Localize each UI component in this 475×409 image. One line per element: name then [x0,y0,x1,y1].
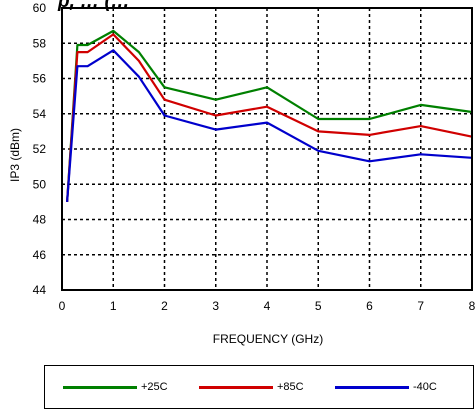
y-tick-label: 56 [33,72,47,86]
legend-label: +25C [141,381,168,393]
y-tick-label: 46 [33,248,47,262]
y-tick-label: 54 [33,107,47,121]
grid [62,8,472,290]
x-tick-label: 2 [161,299,168,313]
series-lines [66,29,473,202]
y-axis-label: IP3 (dBm) [8,128,22,182]
x-tick-label: 4 [264,299,271,313]
legend-swatch [199,385,273,389]
y-tick-label: 52 [33,142,47,156]
legend-label: -40C [413,381,437,393]
y-tick-label: 58 [33,36,47,50]
x-tick-label: 1 [110,299,117,313]
y-tick-label: 44 [33,283,47,297]
y-tick-label: 60 [33,1,47,15]
x-tick-label: 0 [59,299,66,313]
legend-swatch [335,385,409,389]
x-tick-label: 3 [212,299,219,313]
x-tick-label: 6 [366,299,373,313]
x-tick-label: 8 [469,299,475,313]
legend-swatch [63,385,137,389]
series-line-25c [66,29,473,202]
y-tick-label: 50 [33,177,47,191]
legend-label: +85C [277,381,304,393]
legend-item: -40C [335,366,437,408]
series-line-85c [66,33,473,202]
plot-frame [61,7,473,291]
x-tick-label: 7 [417,299,424,313]
chart-title: p, … (… [57,0,130,12]
legend-item: +25C [63,366,168,408]
y-tick-label: 48 [33,213,47,227]
x-tick-label: 5 [315,299,322,313]
x-axis-label: FREQUENCY (GHz) [213,332,323,346]
legend-item: +85C [199,366,304,408]
series-line-40c [66,49,473,202]
legend: +25C +85C -40C [44,365,474,409]
